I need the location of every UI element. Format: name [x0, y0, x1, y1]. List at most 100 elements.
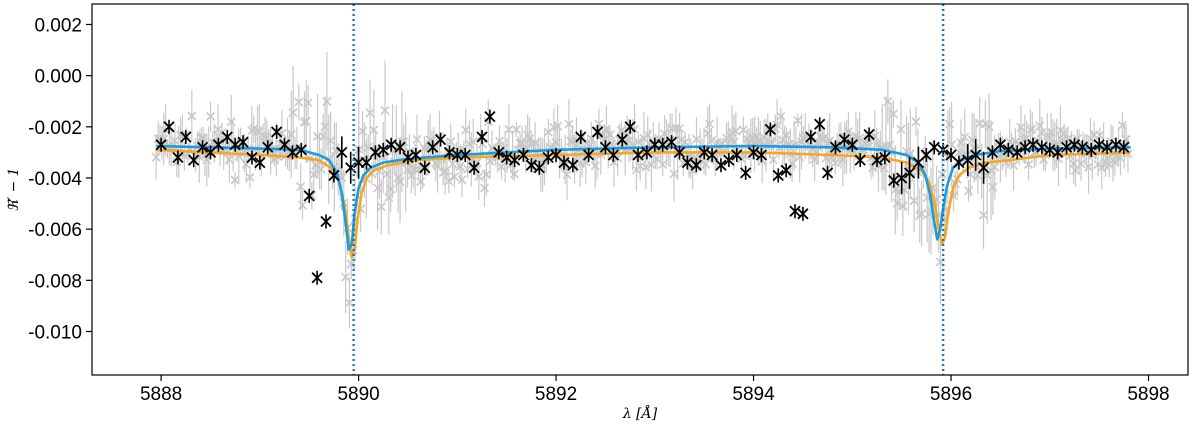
binned-points-layer: [155, 109, 1130, 285]
binned-point: [286, 145, 299, 160]
binned-point: [501, 150, 513, 165]
raw-point: [369, 89, 379, 171]
binned-point: [517, 147, 530, 162]
raw-point: [731, 111, 741, 151]
binned-point: [1036, 140, 1048, 155]
x-axis-label: λ [Å]: [622, 404, 658, 422]
raw-point: [658, 152, 668, 177]
binned-point: [1101, 140, 1113, 155]
binned-point: [484, 109, 496, 124]
binned-point: [731, 147, 743, 162]
binned-point: [1044, 142, 1056, 157]
raw-point: [320, 96, 330, 158]
raw-point: [781, 127, 792, 143]
raw-point: [607, 135, 617, 153]
raw-point: [605, 127, 615, 143]
binned-point: [180, 130, 192, 145]
x-tick-label: 5892: [535, 384, 577, 405]
raw-point: [384, 160, 394, 235]
binned-point: [846, 137, 858, 152]
binned-point: [1002, 142, 1014, 157]
binned-point: [1011, 145, 1023, 160]
raw-point: [1046, 112, 1056, 152]
binned-point: [772, 168, 784, 183]
x-tick-label: 5888: [140, 384, 182, 405]
binned-point: [155, 137, 167, 152]
raw-point: [982, 126, 992, 225]
raw-point: [365, 79, 375, 147]
binned-point: [797, 206, 809, 221]
x-tick-label: 5894: [732, 384, 775, 405]
binned-point: [903, 156, 916, 189]
binned-point: [706, 147, 718, 162]
raw-point: [793, 113, 803, 128]
binned-point: [953, 155, 965, 170]
raw-point: [380, 60, 390, 161]
raw-point: [301, 79, 311, 163]
y-tick-label: -0.010: [28, 323, 82, 344]
raw-point: [286, 91, 296, 178]
raw-point: [885, 106, 895, 185]
binned-point: [1093, 137, 1105, 152]
x-tick-label: 5896: [930, 384, 972, 405]
raw-point: [511, 122, 521, 138]
raw-point: [571, 117, 581, 173]
binned-point: [558, 155, 570, 170]
binned-point: [377, 142, 389, 157]
raw-point: [768, 136, 778, 183]
raw-point: [504, 104, 514, 155]
binned-point: [591, 124, 604, 139]
binned-point: [928, 140, 940, 155]
raw-point: [598, 127, 608, 143]
binned-point: [172, 150, 184, 165]
raw-point: [776, 107, 786, 126]
raw-point: [896, 99, 906, 160]
raw-point: [303, 85, 313, 121]
raw-point: [613, 139, 623, 177]
binned-point: [525, 158, 538, 173]
binned-point: [369, 145, 382, 160]
binned-point: [476, 130, 488, 145]
raw-point: [457, 162, 467, 198]
raw-point: [978, 181, 989, 249]
raw-point: [688, 151, 698, 190]
raw-point: [326, 111, 336, 171]
raw-point: [474, 153, 484, 200]
binned-point: [360, 155, 373, 170]
raw-point: [318, 113, 328, 160]
binned-point: [896, 161, 908, 194]
raw-point: [883, 79, 893, 124]
raw-point: [819, 129, 829, 147]
binned-point: [977, 151, 990, 184]
binned-point: [665, 135, 678, 150]
binned-point: [632, 147, 644, 162]
raw-point: [1016, 105, 1026, 150]
raw-point: [363, 134, 373, 160]
raw-point: [496, 154, 506, 180]
binned-point: [254, 155, 266, 170]
raw-point: [406, 157, 416, 194]
y-tick-label: 0.002: [34, 15, 82, 36]
binned-point: [1052, 145, 1064, 160]
raw-point: [461, 108, 471, 152]
raw-point: [945, 107, 955, 142]
raw-point: [975, 97, 985, 150]
binned-point: [698, 145, 710, 160]
binned-point: [624, 119, 636, 134]
binned-point: [871, 153, 883, 168]
raw-point: [564, 99, 574, 149]
binned-point: [583, 147, 595, 162]
raw-point: [481, 153, 491, 196]
binned-point: [459, 147, 471, 162]
binned-point: [434, 132, 447, 147]
raw-point: [888, 100, 899, 128]
raw-point: [729, 114, 739, 170]
raw-point: [691, 116, 702, 162]
raw-point: [787, 144, 797, 182]
binned-point: [723, 153, 735, 168]
binned-point: [402, 150, 414, 165]
binned-point: [394, 140, 406, 155]
raw-point: [230, 172, 240, 188]
binned-point: [764, 122, 776, 137]
binned-point: [303, 188, 315, 203]
